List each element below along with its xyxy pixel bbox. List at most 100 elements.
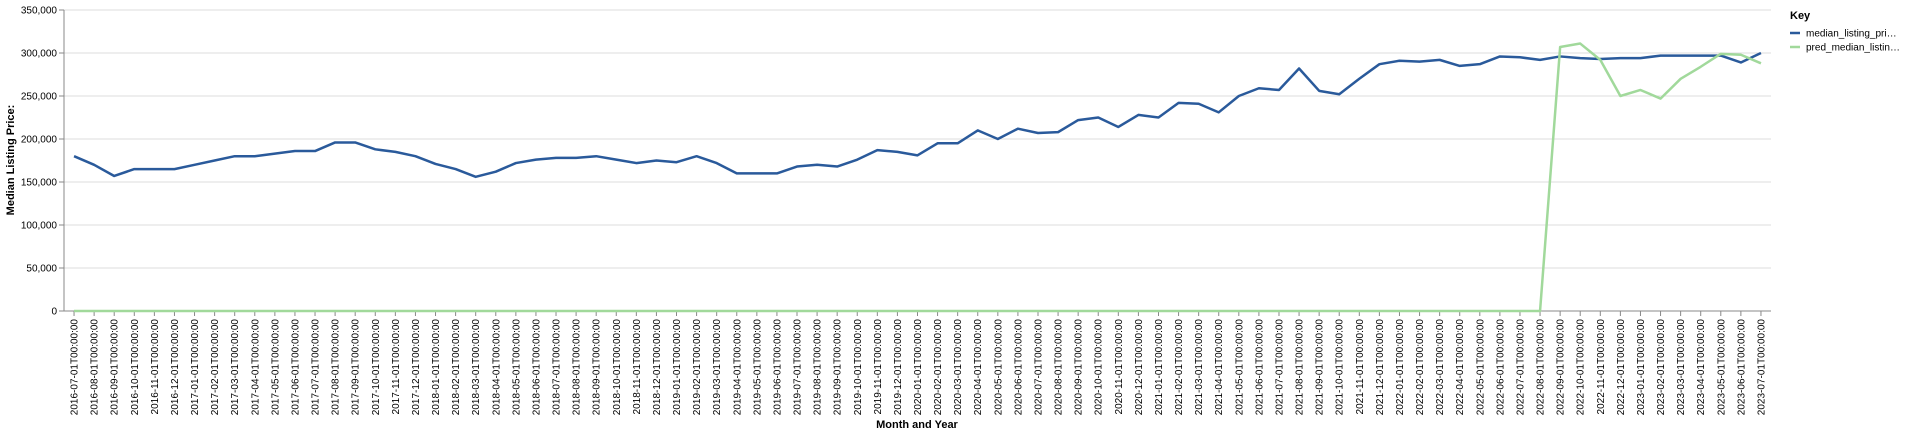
x-tick-label: 2022-06-01T00:00:00 bbox=[1495, 319, 1506, 416]
x-tick-label: 2018-02-01T00:00:00 bbox=[451, 319, 462, 416]
x-tick-label: 2021-10-01T00:00:00 bbox=[1335, 319, 1346, 416]
x-tick-label: 2017-10-01T00:00:00 bbox=[371, 319, 382, 416]
x-tick-label: 2020-11-01T00:00:00 bbox=[1114, 319, 1125, 415]
x-tick-label: 2019-05-01T00:00:00 bbox=[752, 319, 763, 416]
x-tick-label: 2023-06-01T00:00:00 bbox=[1736, 319, 1747, 416]
x-tick-label: 2021-09-01T00:00:00 bbox=[1315, 319, 1326, 416]
x-tick-label: 2023-04-01T00:00:00 bbox=[1696, 319, 1707, 416]
y-tick-label: 200,000 bbox=[21, 135, 58, 146]
x-tick-label: 2017-01-01T00:00:00 bbox=[190, 319, 201, 416]
y-tick-label: 100,000 bbox=[21, 221, 58, 232]
x-tick-label: 2016-08-01T00:00:00 bbox=[90, 319, 101, 416]
legend-label: median_listing_pri… bbox=[1806, 29, 1897, 40]
y-tick-label: 150,000 bbox=[21, 178, 58, 189]
x-tick-label: 2018-01-01T00:00:00 bbox=[431, 319, 442, 416]
x-tick-label: 2017-07-01T00:00:00 bbox=[311, 319, 322, 416]
x-tick-label: 2020-12-01T00:00:00 bbox=[1134, 319, 1145, 416]
x-tick-label: 2017-05-01T00:00:00 bbox=[270, 319, 281, 416]
legend-title: Key bbox=[1790, 10, 1811, 22]
x-tick-label: 2017-12-01T00:00:00 bbox=[411, 319, 422, 416]
x-tick-label: 2021-03-01T00:00:00 bbox=[1194, 319, 1205, 416]
x-tick-label: 2021-11-01T00:00:00 bbox=[1355, 319, 1366, 415]
x-tick-label: 2016-11-01T00:00:00 bbox=[150, 319, 161, 415]
x-tick-label: 2022-02-01T00:00:00 bbox=[1415, 319, 1426, 416]
x-tick-label: 2018-04-01T00:00:00 bbox=[491, 319, 502, 416]
x-tick-label: 2022-08-01T00:00:00 bbox=[1536, 319, 1547, 416]
x-tick-label: 2020-03-01T00:00:00 bbox=[953, 319, 964, 416]
x-tick-label: 2021-12-01T00:00:00 bbox=[1375, 319, 1386, 416]
x-tick-label: 2017-02-01T00:00:00 bbox=[210, 319, 221, 416]
x-tick-label: 2020-05-01T00:00:00 bbox=[993, 319, 1004, 416]
x-tick-label: 2019-08-01T00:00:00 bbox=[813, 319, 824, 416]
x-tick-label: 2021-06-01T00:00:00 bbox=[1254, 319, 1265, 416]
x-tick-label: 2023-01-01T00:00:00 bbox=[1636, 319, 1647, 416]
x-tick-label: 2022-07-01T00:00:00 bbox=[1515, 319, 1526, 416]
x-tick-label: 2018-10-01T00:00:00 bbox=[612, 319, 623, 416]
y-tick-label: 350,000 bbox=[21, 6, 58, 17]
y-tick-label: 250,000 bbox=[21, 92, 58, 103]
x-tick-label: 2022-12-01T00:00:00 bbox=[1616, 319, 1627, 416]
x-tick-label: 2020-07-01T00:00:00 bbox=[1033, 319, 1044, 416]
x-tick-label: 2019-06-01T00:00:00 bbox=[772, 319, 783, 416]
x-tick-label: 2017-03-01T00:00:00 bbox=[230, 319, 241, 416]
y-tick-label: 300,000 bbox=[21, 49, 58, 60]
x-tick-label: 2022-05-01T00:00:00 bbox=[1475, 319, 1486, 416]
x-tick-label: 2018-06-01T00:00:00 bbox=[531, 319, 542, 416]
x-tick-label: 2017-11-01T00:00:00 bbox=[391, 319, 402, 415]
x-axis-title: Month and Year bbox=[876, 419, 958, 431]
x-tick-label: 2020-04-01T00:00:00 bbox=[973, 319, 984, 416]
x-tick-label: 2023-03-01T00:00:00 bbox=[1676, 319, 1687, 416]
x-tick-label: 2018-08-01T00:00:00 bbox=[572, 319, 583, 416]
x-tick-label: 2019-01-01T00:00:00 bbox=[672, 319, 683, 416]
x-tick-label: 2020-06-01T00:00:00 bbox=[1013, 319, 1024, 416]
x-tick-label: 2016-12-01T00:00:00 bbox=[170, 319, 181, 416]
x-tick-label: 2018-05-01T00:00:00 bbox=[511, 319, 522, 416]
x-tick-label: 2017-06-01T00:00:00 bbox=[290, 319, 301, 416]
x-tick-label: 2021-08-01T00:00:00 bbox=[1295, 319, 1306, 416]
series-line bbox=[73, 51, 1762, 179]
x-tick-label: 2023-05-01T00:00:00 bbox=[1716, 319, 1727, 416]
x-tick-label: 2020-10-01T00:00:00 bbox=[1094, 319, 1105, 416]
x-tick-label: 2021-04-01T00:00:00 bbox=[1214, 319, 1225, 416]
x-tick-label: 2019-11-01T00:00:00 bbox=[873, 319, 884, 415]
x-tick-label: 2022-10-01T00:00:00 bbox=[1576, 319, 1587, 416]
legend-label: pred_median_listin… bbox=[1806, 43, 1900, 54]
x-tick-label: 2019-09-01T00:00:00 bbox=[833, 319, 844, 416]
x-tick-label: 2019-07-01T00:00:00 bbox=[793, 319, 804, 416]
x-tick-label: 2018-12-01T00:00:00 bbox=[652, 319, 663, 416]
x-tick-label: 2022-01-01T00:00:00 bbox=[1395, 319, 1406, 416]
x-tick-label: 2016-07-01T00:00:00 bbox=[70, 319, 81, 416]
x-tick-label: 2019-03-01T00:00:00 bbox=[712, 319, 723, 416]
x-tick-label: 2022-09-01T00:00:00 bbox=[1556, 319, 1567, 416]
x-tick-label: 2019-12-01T00:00:00 bbox=[893, 319, 904, 416]
x-tick-label: 2017-09-01T00:00:00 bbox=[351, 319, 362, 416]
x-tick-label: 2022-03-01T00:00:00 bbox=[1435, 319, 1446, 416]
x-tick-label: 2020-09-01T00:00:00 bbox=[1074, 319, 1085, 416]
x-tick-label: 2023-02-01T00:00:00 bbox=[1656, 319, 1667, 416]
y-axis-title: Median Listing Price: bbox=[5, 105, 17, 216]
x-tick-label: 2021-02-01T00:00:00 bbox=[1174, 319, 1185, 416]
x-tick-label: 2022-04-01T00:00:00 bbox=[1455, 319, 1466, 416]
x-tick-label: 2019-04-01T00:00:00 bbox=[732, 319, 743, 416]
x-tick-label: 2016-10-01T00:00:00 bbox=[130, 319, 141, 416]
x-tick-label: 2019-02-01T00:00:00 bbox=[692, 319, 703, 416]
x-tick-label: 2018-03-01T00:00:00 bbox=[471, 319, 482, 416]
x-tick-label: 2023-07-01T00:00:00 bbox=[1756, 319, 1767, 416]
x-tick-label: 2022-11-01T00:00:00 bbox=[1596, 319, 1607, 415]
x-tick-label: 2020-01-01T00:00:00 bbox=[913, 319, 924, 416]
y-tick-label: 50,000 bbox=[26, 264, 57, 275]
x-tick-label: 2021-05-01T00:00:00 bbox=[1234, 319, 1245, 416]
x-tick-label: 2016-09-01T00:00:00 bbox=[110, 319, 121, 416]
x-tick-label: 2020-08-01T00:00:00 bbox=[1054, 319, 1065, 416]
x-tick-label: 2021-01-01T00:00:00 bbox=[1154, 319, 1165, 416]
x-tick-label: 2017-08-01T00:00:00 bbox=[331, 319, 342, 416]
x-tick-label: 2018-11-01T00:00:00 bbox=[632, 319, 643, 415]
series-line bbox=[74, 42, 1762, 313]
x-tick-label: 2018-07-01T00:00:00 bbox=[552, 319, 563, 416]
x-tick-label: 2019-10-01T00:00:00 bbox=[853, 319, 864, 416]
x-tick-label: 2017-04-01T00:00:00 bbox=[250, 319, 261, 416]
x-tick-label: 2020-02-01T00:00:00 bbox=[933, 319, 944, 416]
y-tick-label: 0 bbox=[51, 307, 57, 318]
x-tick-label: 2021-07-01T00:00:00 bbox=[1274, 319, 1285, 416]
